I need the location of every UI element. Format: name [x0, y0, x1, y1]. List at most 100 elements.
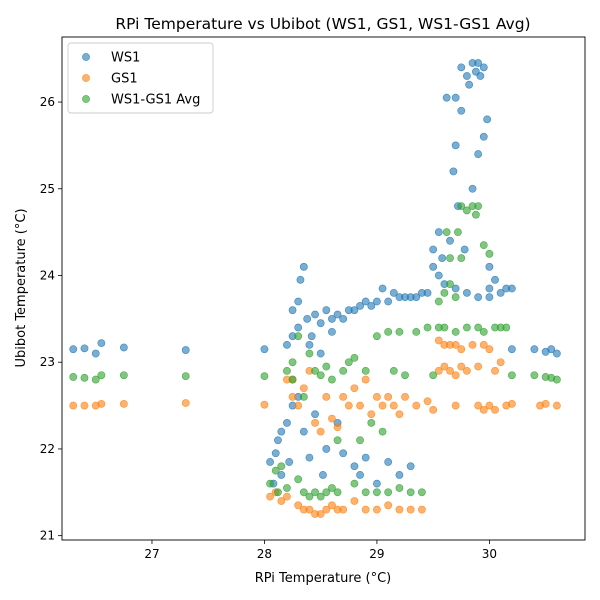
data-point [260, 345, 269, 354]
data-point [457, 362, 466, 371]
data-point [485, 284, 494, 293]
y-tick-label: 24 [40, 268, 55, 282]
data-point [401, 371, 409, 380]
data-point [412, 327, 421, 336]
data-point [322, 362, 331, 371]
data-point [491, 275, 499, 284]
data-point [373, 488, 381, 497]
data-point [283, 484, 291, 492]
data-point [299, 393, 308, 401]
data-point [339, 393, 348, 401]
data-point [288, 306, 297, 315]
data-point [418, 488, 426, 497]
data-point [271, 449, 280, 458]
data-point [507, 371, 516, 380]
data-point [294, 475, 303, 484]
data-point [446, 254, 454, 263]
data-point [418, 505, 426, 514]
data-point [361, 366, 370, 375]
data-point [322, 505, 331, 514]
chart-title: RPi Temperature vs Ubibot (WS1, GS1, WS1… [115, 15, 530, 33]
data-point [316, 492, 325, 501]
data-point [311, 310, 319, 319]
data-point [454, 228, 462, 237]
data-point [491, 406, 499, 414]
data-point [350, 462, 359, 471]
data-point [429, 406, 438, 414]
data-point [440, 288, 449, 297]
data-point [367, 301, 376, 310]
data-point [328, 414, 336, 423]
data-point [373, 505, 381, 514]
data-point [384, 297, 393, 306]
data-point [91, 375, 100, 384]
data-point [423, 397, 432, 406]
data-point [296, 275, 305, 284]
data-point [440, 362, 449, 371]
data-point [307, 332, 316, 341]
data-point [285, 458, 294, 466]
data-point [438, 254, 447, 263]
data-point [97, 399, 106, 408]
x-axis-label: RPi Temperature (°C) [255, 571, 392, 586]
data-point [474, 202, 483, 211]
data-point [465, 80, 474, 89]
data-point [80, 373, 89, 382]
data-point [333, 488, 342, 497]
data-point [328, 314, 336, 323]
data-point [181, 399, 190, 407]
legend: WS1 GS1 WS1-GS1 Avg [67, 42, 214, 114]
data-point [395, 471, 404, 479]
data-point [181, 346, 190, 354]
plot-frame [61, 36, 586, 541]
data-point [429, 245, 438, 254]
data-point [485, 262, 494, 271]
data-point [260, 372, 269, 380]
data-point [412, 401, 421, 410]
data-point [384, 458, 393, 466]
data-point [339, 366, 348, 375]
data-point [389, 401, 398, 410]
data-point [344, 401, 353, 410]
data-point [401, 393, 409, 401]
data-point [316, 349, 325, 358]
data-point [483, 115, 492, 124]
data-point [299, 488, 308, 497]
series-2 [69, 202, 561, 501]
data-point [384, 501, 393, 510]
data-point [339, 314, 348, 323]
data-point [507, 284, 516, 293]
data-point [367, 419, 376, 427]
data-point [451, 293, 460, 302]
x-tick-label: 28 [257, 547, 272, 561]
data-point [479, 406, 488, 414]
data-point [69, 401, 78, 410]
data-point [462, 366, 471, 375]
legend-marker [82, 53, 90, 61]
y-tick-label: 26 [40, 95, 55, 109]
data-point [530, 371, 539, 380]
legend-label: WS1 [111, 51, 140, 66]
data-point [311, 419, 319, 427]
y-axis-label: Ubibot Temperature (°C) [14, 208, 29, 367]
data-point [373, 479, 381, 488]
data-point [181, 372, 190, 380]
data-point [333, 436, 342, 445]
data-point [356, 471, 364, 479]
data-point [305, 340, 314, 349]
data-point [322, 393, 331, 401]
data-point [434, 271, 443, 280]
data-point [350, 384, 359, 393]
data-point [274, 436, 282, 445]
data-point [277, 427, 286, 436]
data-point [305, 505, 314, 514]
data-point [406, 505, 415, 514]
data-point [479, 241, 488, 250]
series-0 [69, 59, 561, 488]
data-point [462, 72, 471, 80]
data-point [119, 371, 128, 380]
data-point [378, 284, 387, 293]
data-point [485, 293, 494, 302]
data-point [468, 340, 477, 349]
data-point [305, 349, 314, 358]
